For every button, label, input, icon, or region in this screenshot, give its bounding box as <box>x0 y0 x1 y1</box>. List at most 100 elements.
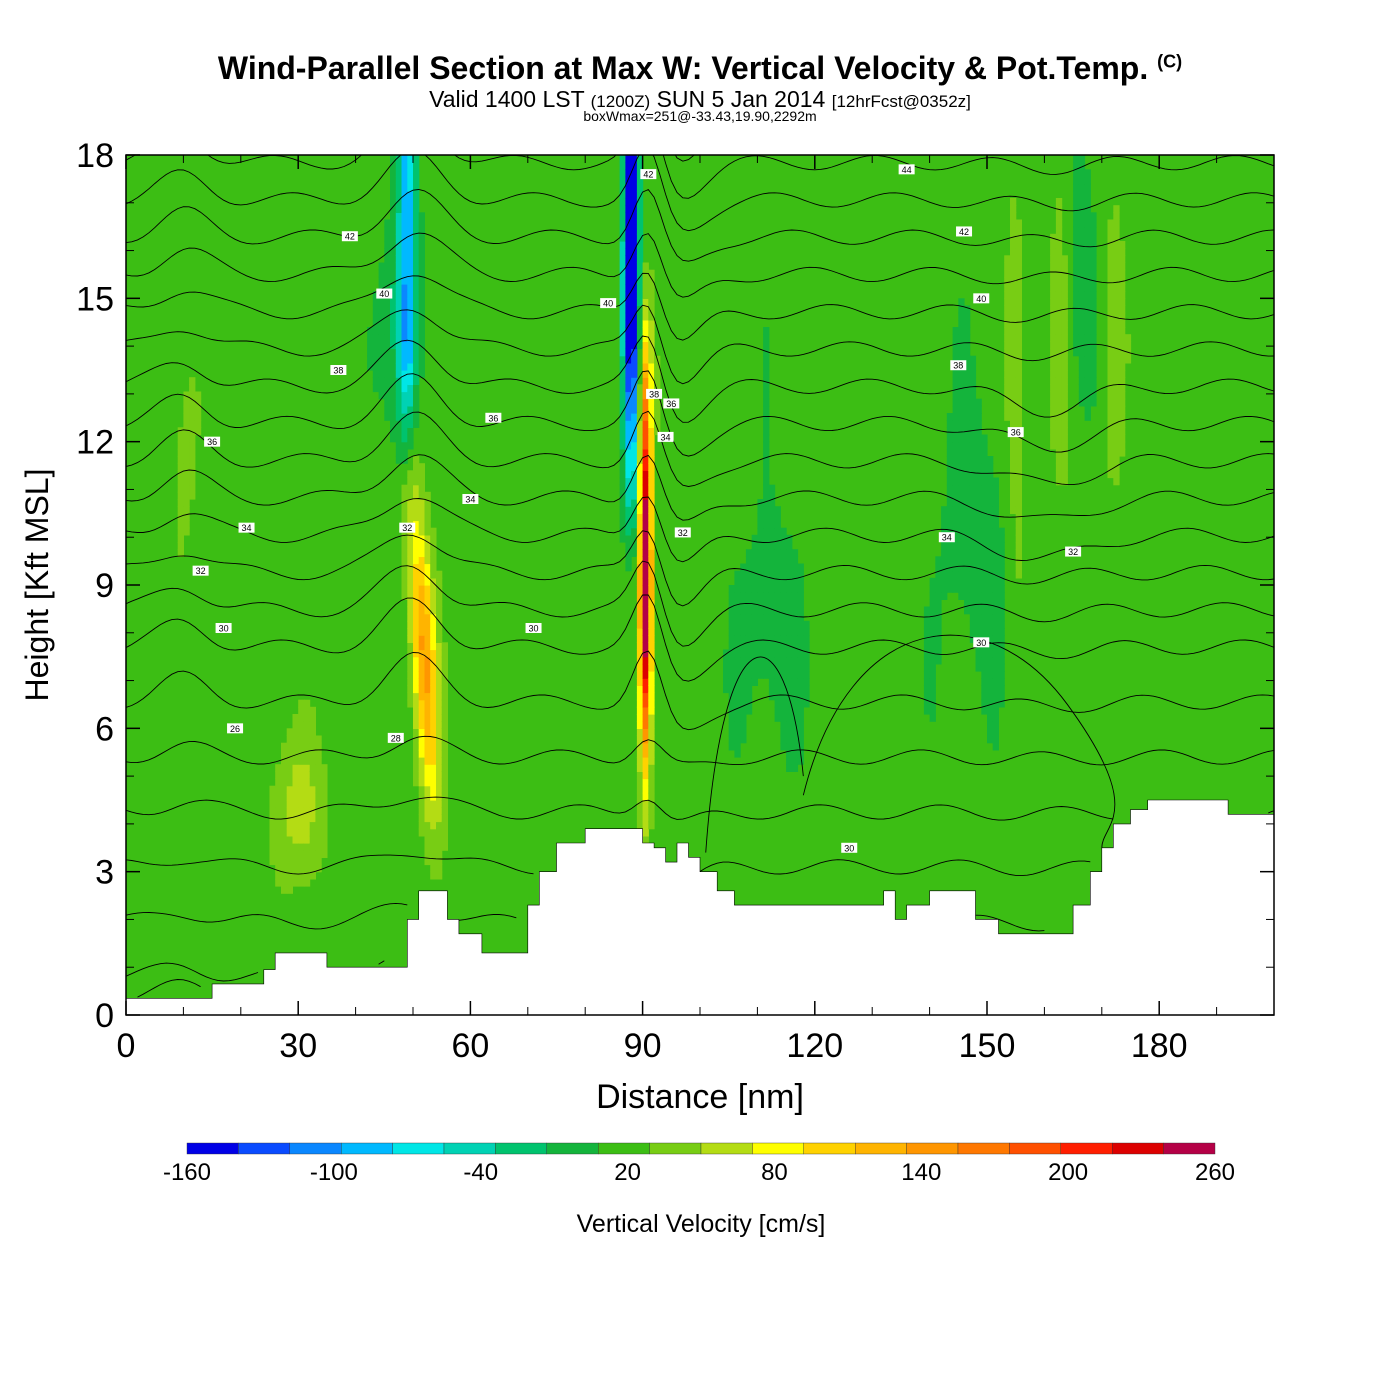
w-cell <box>424 757 431 765</box>
w-cell <box>631 520 638 529</box>
w-cell <box>1055 319 1063 328</box>
w-cell <box>1113 456 1120 464</box>
w-cell <box>751 663 758 672</box>
w-cell <box>636 484 644 493</box>
w-cell <box>1113 441 1120 450</box>
w-cell <box>964 542 971 550</box>
w-cell <box>436 764 443 772</box>
w-cell <box>768 556 776 565</box>
w-cell <box>952 448 959 457</box>
w-cell <box>309 871 316 880</box>
w-cell <box>625 448 632 457</box>
w-cell <box>923 706 931 715</box>
w-cell <box>1090 291 1097 299</box>
w-cell <box>407 491 414 500</box>
w-cell <box>413 728 420 737</box>
w-cell <box>636 427 644 436</box>
w-cell <box>384 362 391 371</box>
w-cell <box>631 513 638 522</box>
w-cell <box>1078 233 1086 242</box>
w-cell <box>281 871 288 880</box>
w-cell <box>786 585 793 593</box>
w-cell <box>1119 434 1126 443</box>
w-cell <box>413 327 420 335</box>
w-cell <box>636 563 644 572</box>
w-cell <box>768 570 776 579</box>
w-cell <box>636 162 644 170</box>
w-cell <box>952 585 959 593</box>
w-cell <box>1084 241 1091 249</box>
w-cell <box>768 484 776 493</box>
w-cell <box>1010 334 1017 342</box>
copyright-mark: (C) <box>1157 51 1183 72</box>
w-cell <box>1119 284 1126 292</box>
w-cell <box>998 628 1005 636</box>
w-cell <box>418 499 425 507</box>
w-cell <box>177 434 184 443</box>
w-cell <box>791 549 799 557</box>
w-cell <box>648 749 655 758</box>
w-cell <box>636 534 644 543</box>
w-cell <box>418 814 425 823</box>
w-cell <box>378 334 385 342</box>
w-cell <box>424 606 431 615</box>
w-cell <box>981 499 988 507</box>
theta-contour <box>126 335 1274 423</box>
w-cell <box>269 785 276 794</box>
w-cell <box>1113 291 1120 299</box>
w-cell <box>1119 241 1126 249</box>
w-cell <box>430 635 437 643</box>
w-cell <box>407 291 414 299</box>
w-cell <box>969 420 977 428</box>
w-cell <box>958 448 965 457</box>
w-cell <box>636 506 644 514</box>
w-cell <box>1004 327 1011 335</box>
w-cell <box>625 155 632 163</box>
w-cell <box>625 563 632 572</box>
w-cell <box>401 327 408 335</box>
w-cell <box>992 570 999 579</box>
w-cell <box>648 678 655 686</box>
w-cell <box>384 355 391 364</box>
w-cell <box>619 527 626 536</box>
w-cell <box>642 405 649 414</box>
w-cell <box>797 613 804 622</box>
w-cell <box>424 678 431 686</box>
w-cell <box>768 520 776 529</box>
w-cell <box>1055 233 1063 242</box>
w-cell <box>625 420 632 428</box>
w-cell <box>401 319 408 328</box>
w-cell <box>418 577 425 586</box>
w-cell <box>969 506 977 514</box>
w-cell <box>298 821 305 830</box>
w-cell <box>418 298 425 307</box>
w-cell <box>625 549 632 557</box>
w-cell <box>648 477 655 486</box>
w-cell <box>1015 219 1022 228</box>
w-cell <box>642 635 649 643</box>
w-cell <box>625 520 632 529</box>
w-cell <box>413 420 420 428</box>
w-cell <box>636 420 644 428</box>
w-cell <box>441 814 448 823</box>
w-cell <box>430 771 437 780</box>
w-cell <box>413 534 420 543</box>
w-cell <box>636 434 644 443</box>
w-cell <box>648 606 655 615</box>
w-cell <box>619 198 626 206</box>
w-cell <box>298 742 305 751</box>
w-cell <box>384 398 391 407</box>
w-cell <box>275 792 282 801</box>
w-cell <box>407 606 414 615</box>
w-cell <box>998 592 1005 600</box>
w-cell <box>969 542 977 550</box>
w-cell <box>372 298 380 307</box>
w-cell <box>946 520 954 529</box>
w-cell <box>1055 341 1063 350</box>
w-cell <box>418 649 425 658</box>
w-cell <box>797 563 804 572</box>
w-cell <box>1084 355 1091 364</box>
w-cell <box>935 577 942 586</box>
w-cell <box>648 771 655 780</box>
w-cell <box>740 577 747 586</box>
